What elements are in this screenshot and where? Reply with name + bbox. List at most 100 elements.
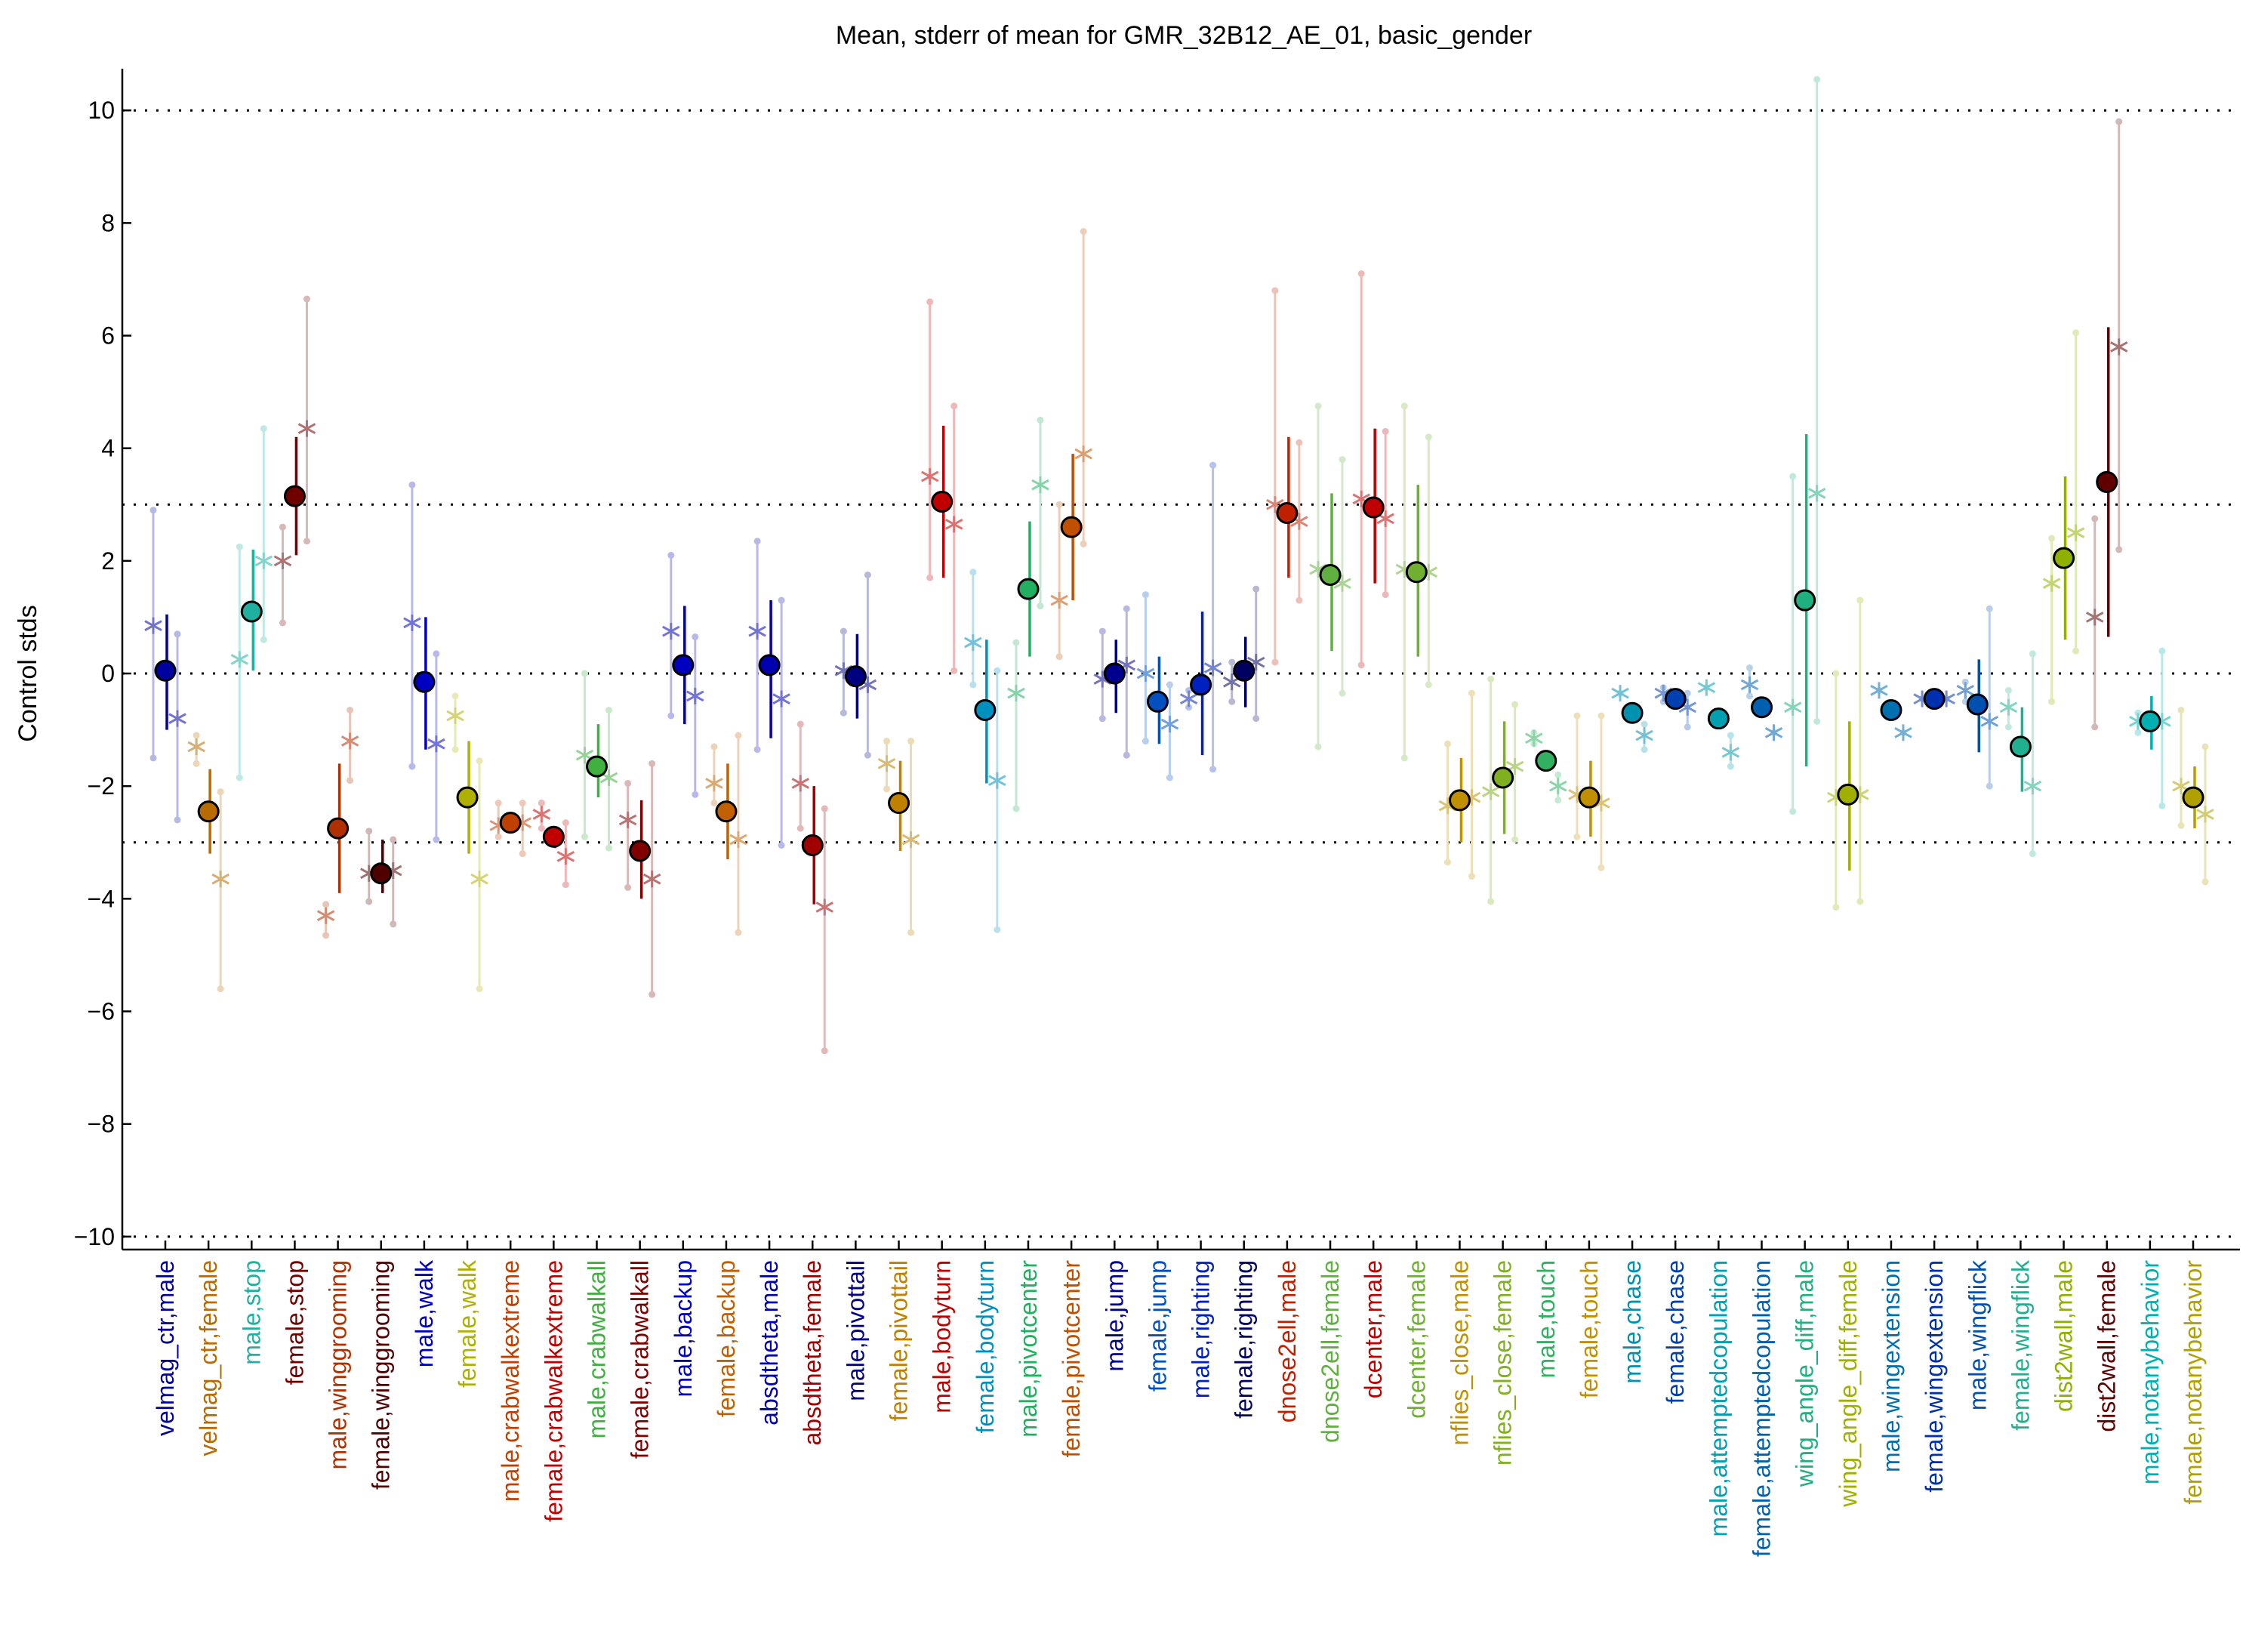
star-stroke — [1525, 732, 1543, 744]
experiment-error-end — [796, 824, 804, 832]
experiment-error-end — [1012, 805, 1020, 812]
experiment-error-end — [1123, 751, 1130, 759]
experiment-error-end — [1487, 898, 1495, 905]
x-tick-label: female,wingflick — [2007, 1259, 2034, 1431]
star-stroke — [1203, 662, 1222, 673]
experiment-star-marker — [1764, 724, 1783, 741]
x-tick-label: male,stop — [238, 1260, 265, 1365]
experiment-star-marker — [944, 516, 963, 533]
x-tick-label: female,stop — [281, 1260, 308, 1385]
category-group: absdtheta,female — [791, 720, 833, 1446]
experiment-error-end — [1986, 605, 1993, 612]
x-tick-label: male,righting — [1188, 1260, 1215, 1398]
mean-marker — [1578, 786, 1601, 809]
mean-marker — [1794, 589, 1816, 612]
experiment-star-marker — [316, 907, 335, 924]
experiment-star-marker — [1050, 592, 1068, 609]
star-stroke — [1697, 682, 1716, 694]
mean-marker — [1103, 662, 1126, 685]
star-stroke — [187, 741, 205, 753]
mean-marker — [585, 755, 608, 778]
x-tick-label: male,chase — [1619, 1260, 1646, 1384]
experiment-error-end — [667, 551, 675, 559]
experiment-error-end — [1209, 461, 1217, 469]
star-stroke — [772, 693, 790, 704]
x-tick-label: wing_angle_diff,male — [1792, 1260, 1819, 1487]
experiment-error-end — [1684, 723, 1691, 731]
category-group: male,crabwalkextreme — [489, 800, 531, 1502]
star-stroke — [964, 636, 982, 649]
experiment-star-marker — [877, 755, 896, 772]
experiment-error-end — [279, 619, 286, 627]
x-tick-label: female,crabwalkall — [627, 1260, 654, 1459]
experiment-error-end — [2158, 802, 2166, 809]
experiment-error-end — [322, 932, 330, 939]
x-tick-label: female,crabwalkextreme — [540, 1260, 567, 1522]
category-group: female,wingextension — [1913, 688, 1955, 1493]
experiment-error-end — [1339, 689, 1346, 697]
category-group: male,pivottail — [834, 571, 877, 1401]
experiment-error-end — [692, 791, 699, 798]
mean-marker — [2053, 547, 2075, 569]
experiment-error-end — [1832, 904, 1840, 911]
x-tick-label: male,touch — [1533, 1260, 1560, 1379]
mean-marker — [801, 834, 824, 856]
experiment-error-end — [753, 538, 761, 545]
experiment-error-end — [1443, 858, 1451, 866]
experiment-error-end — [1357, 270, 1365, 277]
experiment-error-end — [864, 751, 871, 759]
x-tick-label: male,jump — [1101, 1260, 1128, 1372]
y-tick-label: −6 — [88, 998, 115, 1025]
experiment-error-end — [581, 833, 588, 840]
mean-marker — [1535, 750, 1557, 772]
experiment-error-end — [840, 709, 847, 717]
star-stroke — [1721, 747, 1740, 758]
experiment-star-marker — [2196, 806, 2214, 823]
x-tick-label: female,wingextension — [1921, 1260, 1948, 1493]
star-stroke — [1481, 786, 1500, 798]
experiment-error-end — [1185, 704, 1193, 711]
category-group: female,pivottail — [877, 738, 920, 1421]
star-stroke — [1074, 448, 1092, 460]
star-stroke — [1894, 726, 1912, 738]
mean-marker — [888, 792, 910, 815]
x-tick-label: male,pivottail — [842, 1260, 869, 1401]
experiment-error-end — [2134, 729, 2142, 736]
experiment-error-end — [1813, 717, 1821, 725]
mean-marker — [1362, 496, 1385, 519]
star-stroke — [470, 873, 488, 885]
experiment-star-marker — [297, 420, 316, 437]
star-stroke — [1136, 667, 1155, 680]
experiment-star-marker — [1074, 445, 1092, 463]
star-stroke — [1549, 780, 1567, 792]
star-stroke — [1783, 701, 1802, 714]
mean-marker — [672, 654, 695, 677]
category-group: absdtheta,male — [748, 538, 790, 1425]
experiment-error-end — [1228, 698, 1236, 705]
experiment-error-end — [821, 1047, 828, 1055]
experiment-error-end — [476, 985, 483, 993]
experiment-error-end — [260, 636, 267, 643]
experiment-error-end — [303, 538, 310, 545]
experiment-error-end — [1856, 898, 1864, 905]
mean-marker — [1319, 563, 1342, 586]
star-stroke — [705, 778, 723, 789]
experiment-star-marker — [1160, 716, 1179, 733]
experiment-error-end — [710, 800, 718, 807]
experiment-error-end — [864, 571, 871, 578]
category-group: dnose2ell,male — [1266, 287, 1308, 1422]
experiment-error-end — [1511, 701, 1519, 708]
experiment-star-marker — [230, 651, 249, 668]
category-group: nflies_close,female — [1481, 675, 1524, 1466]
x-tick-label: male,crabwalkall — [583, 1260, 610, 1439]
experiment-error-end — [1314, 402, 1322, 410]
experiment-error-end — [2115, 118, 2123, 125]
category-group: male,walk — [403, 481, 445, 1367]
experiment-error-end — [1727, 763, 1734, 770]
experiment-error-end — [174, 816, 181, 824]
experiment-error-end — [1339, 456, 1346, 464]
mean-marker — [1276, 501, 1299, 524]
star-stroke — [877, 757, 896, 769]
mean-marker — [1146, 690, 1169, 713]
star-stroke — [211, 873, 230, 885]
